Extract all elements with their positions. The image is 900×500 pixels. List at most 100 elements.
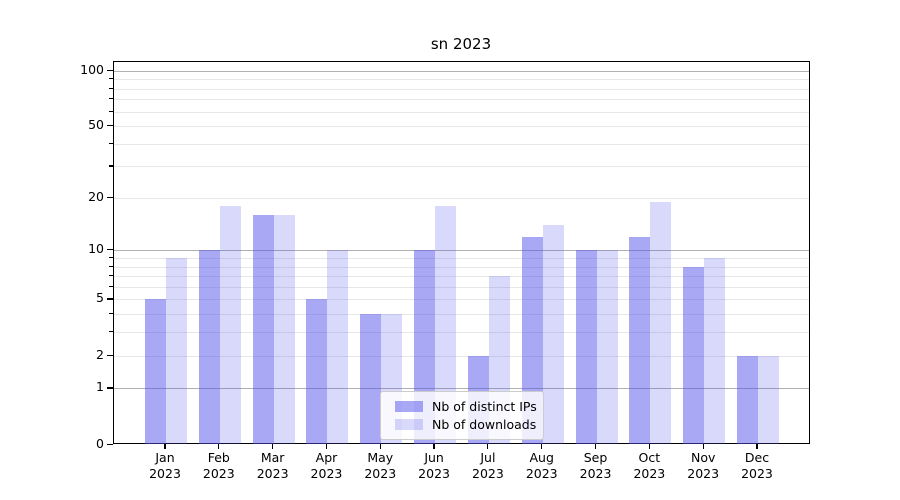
y-tick-label: 5 bbox=[96, 290, 104, 306]
x-tick-year: 2023 bbox=[149, 465, 181, 481]
gridline-minor bbox=[113, 355, 809, 357]
x-tick-label-jul: Jul 2023 bbox=[456, 450, 520, 481]
x-tick-year: 2023 bbox=[741, 465, 773, 481]
y-tick bbox=[106, 298, 113, 300]
x-tick bbox=[594, 444, 597, 449]
y-tick bbox=[106, 387, 113, 389]
gridline-minor bbox=[113, 332, 809, 334]
y-tick-label: 1 bbox=[96, 379, 104, 395]
y-minor-tick bbox=[109, 265, 113, 267]
bar-downloads-sep bbox=[596, 250, 618, 445]
gridline-minor bbox=[113, 111, 809, 113]
bar-distinct-ips-apr bbox=[306, 299, 328, 445]
y-tick-label: 20 bbox=[88, 188, 104, 204]
x-tick bbox=[433, 444, 435, 449]
x-tick bbox=[379, 444, 381, 449]
y-minor-tick bbox=[109, 285, 113, 288]
x-tick-year: 2023 bbox=[525, 465, 558, 481]
x-tick bbox=[648, 444, 650, 449]
x-tick-year: 2023 bbox=[202, 465, 235, 481]
gridline-minor bbox=[113, 166, 809, 168]
bar-downloads-nov bbox=[704, 257, 726, 445]
x-tick-label-aug: Aug 2023 bbox=[510, 450, 574, 481]
gridline-minor bbox=[113, 197, 809, 199]
x-tick-year: 2023 bbox=[579, 465, 612, 481]
bar-distinct-ips-nov bbox=[683, 266, 705, 445]
x-tick-month: Jun bbox=[424, 450, 444, 465]
x-tick bbox=[541, 444, 543, 449]
chart-title: sn 2023 bbox=[430, 35, 492, 53]
gridline-minor bbox=[113, 143, 809, 145]
x-tick-label-may: May 2023 bbox=[348, 450, 412, 481]
legend-label-distinct-ips: Nb of distinct IPs bbox=[432, 399, 537, 414]
bar-distinct-ips-may bbox=[360, 314, 382, 445]
bar-distinct-ips-jan bbox=[145, 299, 166, 445]
x-tick-label-sep: Sep 2023 bbox=[564, 450, 628, 481]
x-tick bbox=[325, 444, 328, 449]
bar-downloads-feb bbox=[219, 206, 241, 445]
y-minor-tick bbox=[109, 110, 113, 112]
legend-swatch-downloads-icon bbox=[395, 418, 423, 431]
bar-downloads-jan bbox=[166, 257, 187, 445]
y-minor-tick bbox=[109, 313, 113, 315]
y-minor-tick bbox=[109, 256, 113, 259]
bar-downloads-dec bbox=[757, 355, 779, 445]
bar-downloads-mar bbox=[273, 215, 295, 445]
bar-distinct-ips-feb bbox=[198, 250, 220, 445]
x-tick bbox=[272, 444, 274, 449]
gridline-minor bbox=[113, 126, 809, 128]
x-tick bbox=[164, 444, 166, 449]
y-tick bbox=[106, 443, 113, 445]
legend-entry-distinct-ips: Nb of distinct IPs bbox=[395, 398, 543, 415]
x-tick-month: Dec bbox=[744, 450, 770, 465]
y-minor-tick bbox=[109, 165, 113, 167]
y-tick bbox=[106, 354, 113, 356]
y-minor-tick bbox=[109, 87, 113, 89]
y-tick-label: 50 bbox=[88, 117, 104, 133]
x-tick-month: Aug bbox=[529, 450, 554, 465]
gridline-major bbox=[113, 250, 809, 252]
y-minor-tick bbox=[109, 331, 113, 333]
gridline-minor bbox=[113, 79, 809, 81]
legend-label-downloads: Nb of downloads bbox=[432, 417, 537, 432]
x-tick-label-mar: Mar 2023 bbox=[241, 450, 305, 481]
y-tick bbox=[106, 196, 113, 199]
y-minor-tick bbox=[109, 98, 113, 100]
x-tick-label-oct: Oct 2023 bbox=[617, 450, 681, 481]
x-tick-label-nov: Nov 2023 bbox=[671, 450, 735, 481]
gridline-major bbox=[113, 388, 809, 390]
x-tick-label-feb: Feb 2023 bbox=[187, 450, 251, 481]
gridline-minor bbox=[113, 299, 809, 301]
y-tick bbox=[106, 249, 113, 251]
x-tick-month: May bbox=[367, 450, 394, 465]
y-minor-tick bbox=[109, 275, 113, 277]
x-tick-year: 2023 bbox=[633, 465, 666, 481]
bar-downloads-jun bbox=[435, 206, 457, 445]
gridline-minor bbox=[113, 314, 809, 316]
x-tick-year: 2023 bbox=[364, 465, 397, 481]
y-tick-label: 2 bbox=[96, 346, 104, 362]
x-tick-label-jan: Jan 2023 bbox=[133, 450, 197, 481]
x-tick-year: 2023 bbox=[256, 465, 289, 481]
x-tick-year: 2023 bbox=[687, 465, 720, 481]
y-tick-label: 10 bbox=[88, 241, 104, 257]
x-tick-label-apr: Apr 2023 bbox=[294, 450, 358, 481]
bar-downloads-oct bbox=[650, 201, 672, 445]
bar-distinct-ips-dec bbox=[736, 355, 758, 445]
x-tick-month: Sep bbox=[583, 450, 608, 465]
y-tick bbox=[106, 125, 113, 127]
gridline-minor bbox=[113, 88, 809, 90]
x-tick-year: 2023 bbox=[418, 465, 450, 481]
x-tick bbox=[702, 444, 704, 449]
x-tick-year: 2023 bbox=[472, 465, 504, 481]
x-tick bbox=[487, 444, 489, 449]
x-tick-month: Oct bbox=[638, 450, 661, 465]
bar-downloads-apr bbox=[327, 250, 349, 445]
y-tick-label: 0 bbox=[96, 435, 104, 451]
bar-distinct-ips-oct bbox=[629, 236, 651, 445]
gridline-minor bbox=[113, 266, 809, 268]
legend-entry-downloads: Nb of downloads bbox=[395, 416, 543, 433]
gridline-minor bbox=[113, 276, 809, 278]
x-tick-month: Jan bbox=[155, 450, 175, 465]
